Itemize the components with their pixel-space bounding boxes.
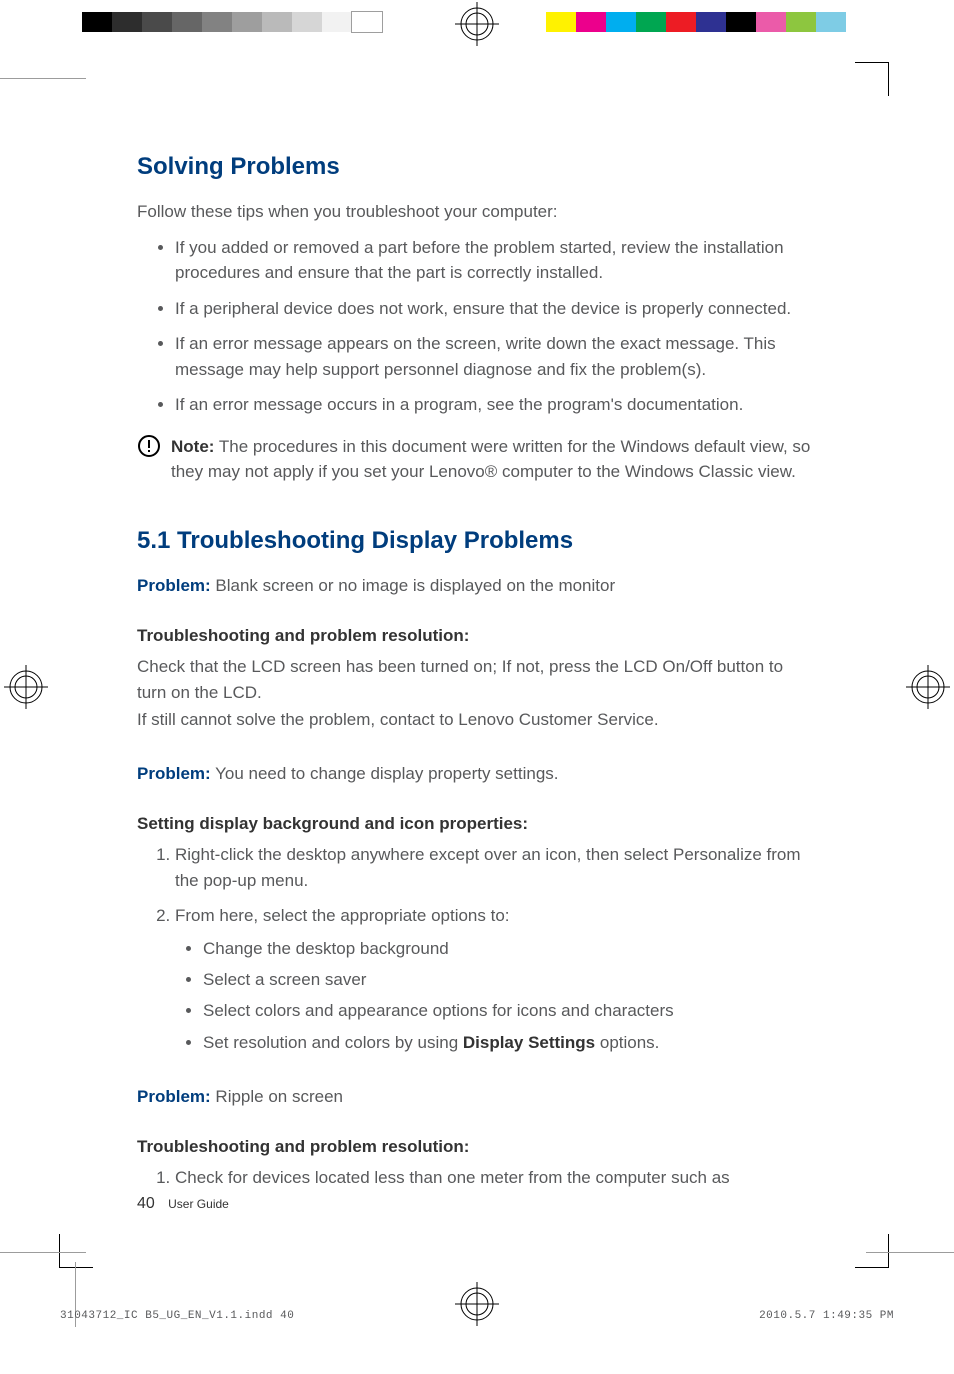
tip-item: If you added or removed a part before th… — [175, 235, 817, 286]
note-label: Note: — [171, 437, 214, 456]
footer-label: User Guide — [168, 1197, 229, 1211]
problem-label: Problem: — [137, 764, 211, 783]
problem-3: Problem: Ripple on screen — [137, 1084, 817, 1110]
section-heading: Solving Problems — [137, 153, 817, 181]
crop-mark-icon — [59, 1234, 93, 1268]
sub-item: Set resolution and colors by using Displ… — [203, 1029, 817, 1056]
registration-mark-icon — [906, 665, 950, 709]
registration-mark-icon — [455, 1282, 499, 1326]
note-text: Note: The procedures in this document we… — [171, 434, 817, 485]
slug-right: 2010.5.7 1:49:35 PM — [759, 1310, 894, 1322]
step-item: Right-click the desktop anywhere except … — [175, 842, 817, 895]
crop-mark-icon — [855, 62, 889, 96]
resolution-heading-2: Setting display background and icon prop… — [137, 814, 817, 834]
document-page: Solving Problems Follow these tips when … — [137, 153, 817, 1200]
note-block: Note: The procedures in this document we… — [137, 434, 817, 485]
attention-icon — [137, 434, 171, 485]
problem-text: You need to change display property sett… — [211, 764, 559, 783]
tip-item: If an error message occurs in a program,… — [175, 392, 817, 418]
tip-item: If an error message appears on the scree… — [175, 331, 817, 382]
steps-list-3: Check for devices located less than one … — [137, 1165, 817, 1191]
resolution-1-line-1: Check that the LCD screen has been turne… — [137, 654, 817, 705]
resolution-heading-1: Troubleshooting and problem resolution: — [137, 626, 817, 646]
sub-list-2: Change the desktop background Select a sc… — [175, 935, 817, 1056]
page-number: 40 — [137, 1195, 155, 1212]
step-text: From here, select the appropriate option… — [175, 906, 510, 925]
registration-mark-icon — [455, 2, 499, 46]
page-footer: 40 User Guide — [137, 1195, 229, 1213]
problem-1: Problem: Blank screen or no image is dis… — [137, 573, 817, 599]
tips-list: If you added or removed a part before th… — [137, 235, 817, 418]
resolution-heading-3: Troubleshooting and problem resolution: — [137, 1137, 817, 1157]
problem-text: Ripple on screen — [211, 1087, 343, 1106]
steps-list-2: Right-click the desktop anywhere except … — [137, 842, 817, 1056]
subsection-heading: 5.1 Troubleshooting Display Problems — [137, 527, 817, 555]
slug-left: 31043712_IC B5_UG_EN_V1.1.indd 40 — [60, 1310, 294, 1322]
tip-item: If a peripheral device does not work, en… — [175, 296, 817, 322]
intro-paragraph: Follow these tips when you troubleshoot … — [137, 199, 817, 225]
step-item: Check for devices located less than one … — [175, 1165, 817, 1191]
sub-item: Select colors and appearance options for… — [203, 997, 817, 1024]
problem-label: Problem: — [137, 1087, 211, 1106]
problem-text: Blank screen or no image is displayed on… — [211, 576, 615, 595]
problem-2: Problem: You need to change display prop… — [137, 761, 817, 787]
sub-item: Change the desktop background — [203, 935, 817, 962]
problem-label: Problem: — [137, 576, 211, 595]
resolution-1-line-2: If still cannot solve the problem, conta… — [137, 707, 817, 733]
sub-item: Select a screen saver — [203, 966, 817, 993]
note-body: The procedures in this document were wri… — [171, 437, 810, 482]
step-item: From here, select the appropriate option… — [175, 903, 817, 1056]
registration-mark-icon — [4, 665, 48, 709]
crop-mark-icon — [855, 1234, 889, 1268]
